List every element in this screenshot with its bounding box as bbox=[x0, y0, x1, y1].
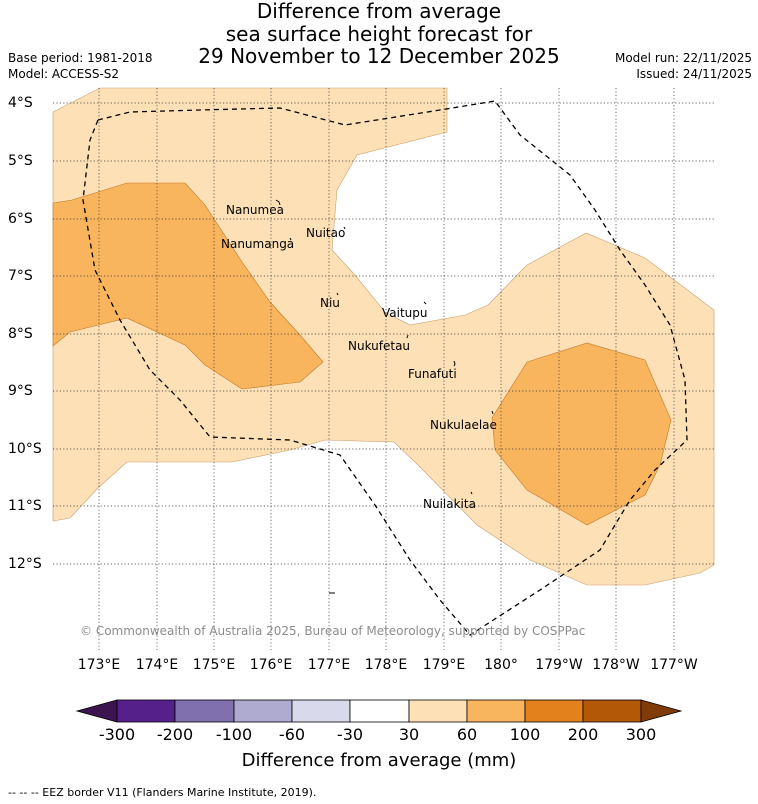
lat-label: 10°S bbox=[8, 441, 42, 457]
place-label-funafuti: Funafuti bbox=[408, 367, 457, 381]
colorbar-tick: 60 bbox=[456, 725, 478, 744]
colorbar bbox=[75, 699, 683, 723]
island-vaitupu-marker bbox=[423, 301, 427, 305]
model-run: Model run: 22/11/2025 bbox=[614, 51, 752, 65]
colorbar-tick: 300 bbox=[625, 725, 657, 744]
lon-label: 173°E bbox=[77, 657, 121, 673]
lat-label: 8°S bbox=[8, 326, 33, 342]
place-label-nuilakita: Nuilakita bbox=[423, 497, 476, 511]
colorbar-tick: -100 bbox=[215, 725, 253, 744]
lat-label: 9°S bbox=[8, 383, 33, 399]
eez-border bbox=[82, 100, 688, 636]
colorbar-tick: -200 bbox=[156, 725, 194, 744]
lon-label: 177°E bbox=[307, 657, 351, 673]
island-nuitao-marker bbox=[343, 226, 346, 230]
issued-date: Issued: 24/11/2025 bbox=[636, 67, 752, 81]
colorbar-bin-8 bbox=[524, 699, 584, 723]
eez-legend-note: -- -- -- EEZ border V11 (Flanders Marine… bbox=[8, 786, 317, 799]
colorbar-bin-5 bbox=[349, 699, 410, 723]
lon-label: 177°W bbox=[650, 657, 698, 673]
island-nukufetau-marker bbox=[406, 334, 409, 339]
lon-label: 178°E bbox=[364, 657, 408, 673]
lon-label: 174°E bbox=[135, 657, 179, 673]
island-nukulaelae-marker bbox=[491, 410, 494, 415]
colorbar-bin-9 bbox=[582, 699, 642, 723]
lat-label: 12°S bbox=[8, 556, 42, 572]
colorbar-title: Difference from average (mm) bbox=[241, 750, 517, 771]
colorbar-tick: -30 bbox=[336, 725, 364, 744]
colorbar-tick: 30 bbox=[398, 725, 420, 744]
island-niu-marker bbox=[336, 292, 339, 296]
graticule bbox=[53, 88, 714, 650]
lat-label: 5°S bbox=[8, 153, 33, 169]
base-period: Base period: 1981-2018 bbox=[8, 51, 153, 65]
lon-label: 178°W bbox=[592, 657, 640, 673]
place-label-vaitupu: Vaitupu bbox=[382, 306, 428, 320]
place-label-nanumanga: Nanumanga bbox=[221, 237, 295, 251]
anomaly-region-east bbox=[491, 342, 672, 526]
lat-label: 4°S bbox=[8, 95, 33, 111]
lat-label: 6°S bbox=[8, 211, 33, 227]
lon-label: 179°E bbox=[422, 657, 466, 673]
island-nanumea-marker bbox=[275, 199, 281, 206]
place-label-nukulaelae: Nukulaelae bbox=[430, 418, 497, 432]
lat-label: 7°S bbox=[8, 268, 33, 284]
lon-label: 176°E bbox=[249, 657, 293, 673]
colorbar-tick: -60 bbox=[278, 725, 306, 744]
island-nanumanga-marker bbox=[289, 237, 292, 241]
colorbar-tick: 100 bbox=[509, 725, 541, 744]
island-funafuti-marker bbox=[453, 360, 456, 367]
island-markers bbox=[275, 199, 494, 594]
colorbar-bin-6 bbox=[408, 699, 468, 723]
colorbar-arrow-right bbox=[640, 699, 683, 723]
colorbar-arrow-left bbox=[75, 699, 118, 723]
lon-label: 175°E bbox=[192, 657, 236, 673]
place-label-nuitao: Nuitao bbox=[306, 226, 346, 240]
anomaly-region-west bbox=[52, 182, 324, 390]
title-line-2: sea surface height forecast for bbox=[225, 22, 533, 46]
colorbar-bin-3 bbox=[233, 699, 293, 723]
copyright-notice: © Commonwealth of Australia 2025, Bureau… bbox=[80, 624, 586, 638]
island-nuilakita-marker bbox=[470, 491, 473, 495]
title-line-1: Difference from average bbox=[256, 0, 502, 23]
colorbar-bin-2 bbox=[174, 699, 235, 723]
colorbar-bin-4 bbox=[291, 699, 351, 723]
colorbar-tick: 200 bbox=[567, 725, 599, 744]
place-label-nukufetau: Nukufetau bbox=[348, 339, 411, 353]
colorbar-bin-1 bbox=[116, 699, 176, 723]
title-line-3: 29 November to 12 December 2025 bbox=[198, 44, 560, 68]
lon-label: 180° bbox=[484, 657, 518, 673]
place-label-nanumea: Nanumea bbox=[226, 203, 284, 217]
place-label-niu: Niu bbox=[320, 296, 340, 310]
colorbar-bin-7 bbox=[466, 699, 526, 723]
model-name: Model: ACCESS-S2 bbox=[8, 67, 120, 81]
lon-label: 179°W bbox=[535, 657, 583, 673]
colorbar-tick: -300 bbox=[98, 725, 136, 744]
lat-label: 11°S bbox=[8, 498, 42, 514]
